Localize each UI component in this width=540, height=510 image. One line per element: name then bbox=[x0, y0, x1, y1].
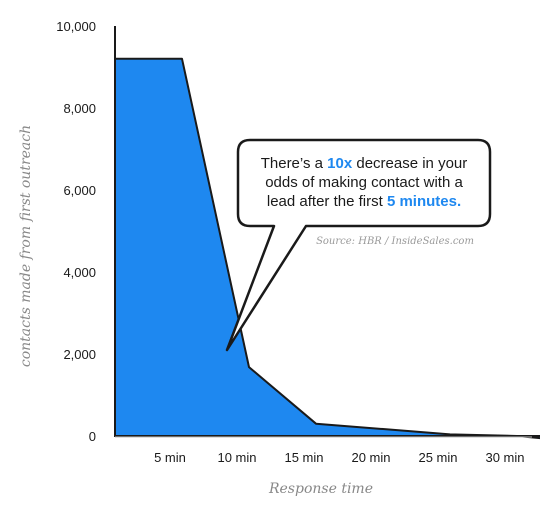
area-layer bbox=[114, 57, 540, 440]
x-tick-label: 30 min bbox=[485, 450, 524, 465]
x-axis-ticks: 5 min 10 min 15 min 20 min 25 min 30 min bbox=[154, 450, 524, 465]
y-tick-label: 10,000 bbox=[56, 19, 96, 34]
x-tick-label: 25 min bbox=[418, 450, 457, 465]
callout-line-2: odds of making contact with a bbox=[265, 174, 463, 191]
x-tick-label: 20 min bbox=[351, 450, 390, 465]
y-tick-label: 8,000 bbox=[63, 101, 96, 116]
callout-source: Source: HBR / InsideSales.com bbox=[316, 236, 474, 247]
y-axis-title: contacts made from first outreach bbox=[18, 125, 34, 367]
x-tick-label: 10 min bbox=[217, 450, 256, 465]
y-tick-label: 0 bbox=[89, 429, 96, 444]
callout-line-1: There’s a 10x decrease in your bbox=[261, 155, 468, 172]
y-tick-label: 6,000 bbox=[63, 183, 96, 198]
x-axis-title: Response time bbox=[268, 481, 373, 497]
y-tick-label: 4,000 bbox=[63, 265, 96, 280]
x-tick-label: 5 min bbox=[154, 450, 186, 465]
y-tick-label: 2,000 bbox=[63, 347, 96, 362]
axes bbox=[114, 26, 532, 438]
y-axis-ticks: 0 2,000 4,000 6,000 8,000 10,000 bbox=[56, 19, 96, 444]
series-area bbox=[114, 57, 540, 440]
x-tick-label: 15 min bbox=[284, 450, 323, 465]
highlight-10x: 10x bbox=[327, 155, 353, 172]
highlight-5-minutes: 5 minutes. bbox=[387, 193, 461, 210]
callout-bubble bbox=[225, 138, 492, 352]
callout-line-3: lead after the first 5 minutes. bbox=[267, 193, 461, 210]
annotation-callout: There’s a 10x decrease in your odds of m… bbox=[225, 138, 492, 352]
